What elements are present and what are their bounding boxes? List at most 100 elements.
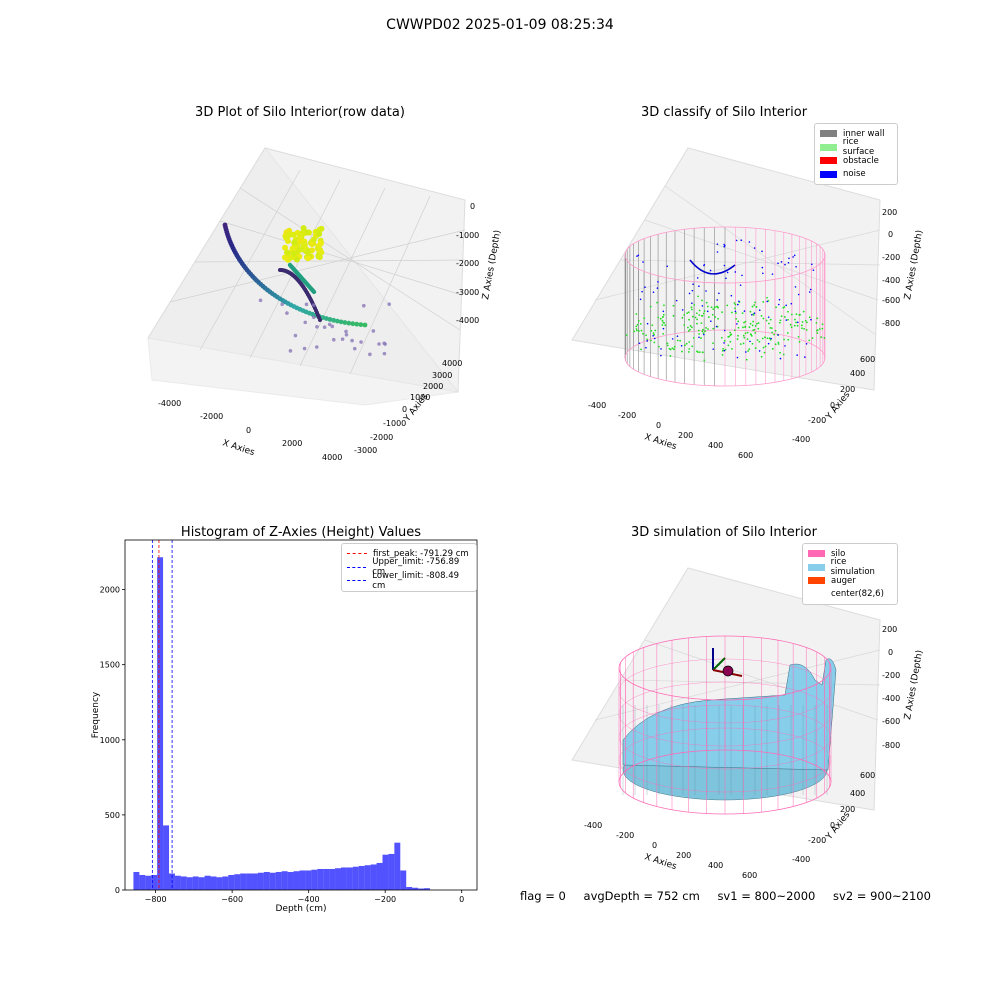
rice-point: [661, 324, 664, 326]
svg-text:600: 600: [742, 871, 757, 880]
classify-y-ticks: -400 -200 0 200 400 600: [792, 355, 875, 444]
histogram-bar: [269, 872, 276, 890]
histogram-bar: [145, 875, 152, 890]
svg-text:-200: -200: [882, 671, 900, 680]
raw-point: [334, 318, 340, 324]
histogram-bar: [216, 877, 223, 890]
rice-point: [736, 338, 739, 340]
noise-point: [723, 342, 725, 344]
histogram-bar: [257, 872, 264, 890]
classify-point-cloud: [624, 226, 826, 387]
rice-point: [669, 355, 672, 357]
raw-point: [298, 230, 305, 237]
rice-point: [758, 340, 761, 343]
simulation-legend: silo rice simulation auger center(82,6): [802, 543, 898, 605]
rice-point: [790, 326, 793, 329]
svg-text:200: 200: [882, 625, 897, 634]
noise-point: [736, 323, 738, 325]
histogram-bar: [346, 867, 353, 890]
rice-point: [638, 330, 640, 332]
rice-point: [721, 354, 724, 356]
noise-point: [718, 292, 720, 295]
rice-point: [721, 349, 724, 352]
rice-point: [800, 324, 803, 327]
histogram-bar: [400, 870, 407, 890]
rice-point: [691, 308, 693, 311]
rice-point: [760, 314, 763, 317]
rice-point: [742, 326, 744, 329]
noise-point: [712, 348, 715, 350]
rice-point: [761, 337, 764, 340]
noise-point: [734, 271, 737, 273]
noise-point: [723, 329, 726, 332]
noise-point: [762, 272, 764, 275]
noise-point: [749, 340, 751, 343]
raw-point: [344, 329, 348, 334]
rice-point: [688, 318, 690, 321]
rice-point: [737, 334, 739, 337]
noise-point: [671, 338, 674, 340]
raw-point: [287, 254, 294, 261]
rice-point: [769, 326, 772, 329]
rice-point: [717, 317, 719, 320]
raw-point: [338, 319, 344, 325]
rice-point: [721, 311, 723, 314]
y-tick-label: 500: [105, 811, 120, 820]
rice-point: [697, 295, 700, 298]
rice-point: [734, 303, 737, 306]
rice-point: [662, 333, 665, 335]
simulation-x-ticks: -400 -200 0 200 400 600: [584, 821, 757, 880]
classify-z-ticks: 200 0 -200 -400 -600 -800: [882, 208, 900, 328]
raw-point: [327, 322, 332, 327]
noise-point: [680, 344, 683, 347]
histogram-bar: [234, 874, 241, 890]
rice-point: [821, 327, 824, 330]
histogram-y-ticks: 0 500 1000 1500 2000: [100, 586, 125, 895]
histogram-bar: [311, 869, 318, 890]
raw-point: [290, 246, 297, 253]
rice-point: [714, 316, 716, 318]
histogram-bar: [275, 871, 282, 890]
rice-point: [752, 329, 755, 332]
noise-point: [788, 257, 790, 260]
noise-point: [771, 273, 774, 275]
noise-point: [639, 298, 642, 301]
rice-point: [639, 322, 642, 325]
histogram-bar: [252, 873, 258, 890]
raw-point: [316, 254, 323, 261]
rice-point: [752, 314, 755, 316]
noise-point: [676, 335, 679, 338]
rice-point: [698, 333, 701, 335]
raw-x-ticks: -4000 -2000 0 2000 4000: [158, 399, 342, 462]
rice-point: [654, 329, 657, 332]
rice-point: [646, 338, 648, 341]
noise-point: [642, 261, 644, 263]
simulation-x-label: X Axies: [643, 852, 678, 872]
rice-point: [666, 344, 669, 347]
surface-body: [622, 658, 837, 771]
avg-depth-text: avgDepth = 752 cm: [583, 889, 700, 903]
rice-point: [645, 334, 647, 337]
rice-point: [689, 325, 692, 327]
rice-point: [695, 312, 698, 315]
noise-point: [751, 313, 753, 316]
raw-point: [346, 320, 352, 326]
raw-point: [258, 298, 263, 303]
rice-point: [770, 327, 773, 330]
rice-point: [664, 324, 667, 327]
rice-point: [681, 350, 683, 353]
rice-point: [726, 304, 729, 307]
svg-text:400: 400: [850, 369, 865, 378]
noise-point: [784, 345, 786, 347]
svg-text:600: 600: [860, 355, 875, 364]
noise-point: [766, 300, 769, 303]
rice-point: [745, 358, 748, 361]
raw-point: [303, 320, 308, 325]
rice-point: [779, 319, 782, 322]
rice-point: [797, 335, 800, 338]
simulation-3d-plot: 3D simulation of Silo Interior -400 -200…: [571, 525, 925, 880]
raw-point: [318, 225, 325, 232]
rice-point: [640, 348, 642, 351]
rice-point: [700, 337, 702, 339]
rice-point: [778, 321, 781, 324]
